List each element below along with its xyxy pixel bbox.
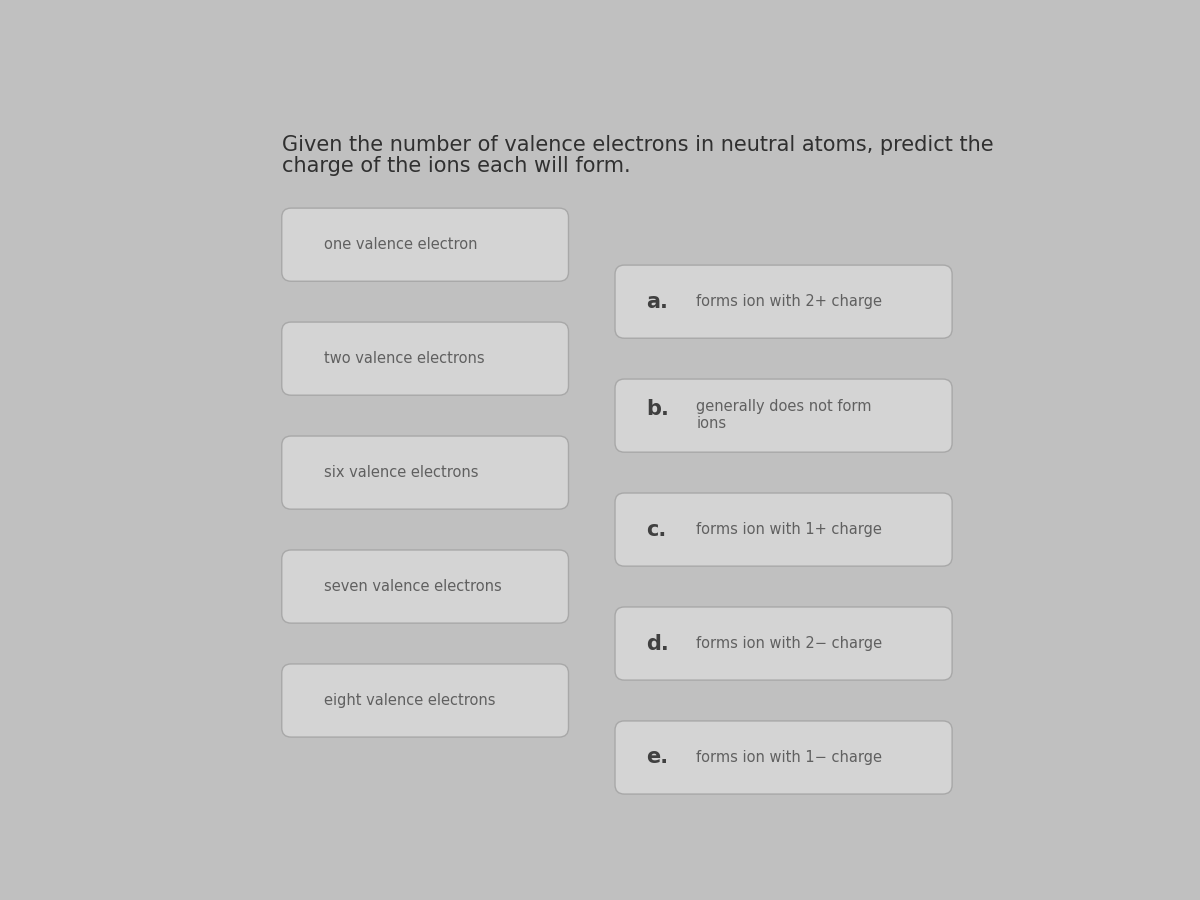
- FancyBboxPatch shape: [616, 266, 952, 338]
- FancyBboxPatch shape: [282, 208, 569, 281]
- Text: a.: a.: [646, 292, 668, 311]
- Text: forms ion with 2− charge: forms ion with 2− charge: [696, 636, 882, 651]
- Text: charge of the ions each will form.: charge of the ions each will form.: [282, 156, 630, 176]
- Text: generally does not form: generally does not form: [696, 399, 872, 414]
- Text: one valence electron: one valence electron: [324, 238, 478, 252]
- Text: forms ion with 1+ charge: forms ion with 1+ charge: [696, 522, 882, 537]
- Text: six valence electrons: six valence electrons: [324, 465, 479, 480]
- FancyBboxPatch shape: [282, 550, 569, 623]
- Text: e.: e.: [646, 748, 668, 768]
- Text: c.: c.: [646, 519, 666, 540]
- FancyBboxPatch shape: [616, 721, 952, 794]
- FancyBboxPatch shape: [282, 436, 569, 509]
- FancyBboxPatch shape: [282, 664, 569, 737]
- FancyBboxPatch shape: [616, 607, 952, 680]
- Text: eight valence electrons: eight valence electrons: [324, 693, 496, 708]
- Text: b.: b.: [646, 400, 668, 419]
- FancyBboxPatch shape: [282, 322, 569, 395]
- Text: d.: d.: [646, 634, 668, 653]
- Text: seven valence electrons: seven valence electrons: [324, 579, 502, 594]
- Text: forms ion with 2+ charge: forms ion with 2+ charge: [696, 294, 882, 310]
- Text: forms ion with 1− charge: forms ion with 1− charge: [696, 750, 882, 765]
- Text: two valence electrons: two valence electrons: [324, 351, 485, 366]
- Text: ions: ions: [696, 416, 726, 431]
- FancyBboxPatch shape: [616, 493, 952, 566]
- FancyBboxPatch shape: [616, 379, 952, 452]
- Text: Given the number of valence electrons in neutral atoms, predict the: Given the number of valence electrons in…: [282, 135, 994, 155]
